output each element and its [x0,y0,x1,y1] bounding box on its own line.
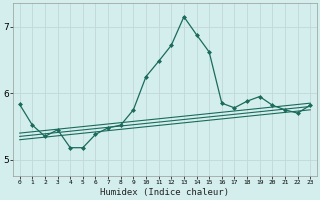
X-axis label: Humidex (Indice chaleur): Humidex (Indice chaleur) [100,188,229,197]
